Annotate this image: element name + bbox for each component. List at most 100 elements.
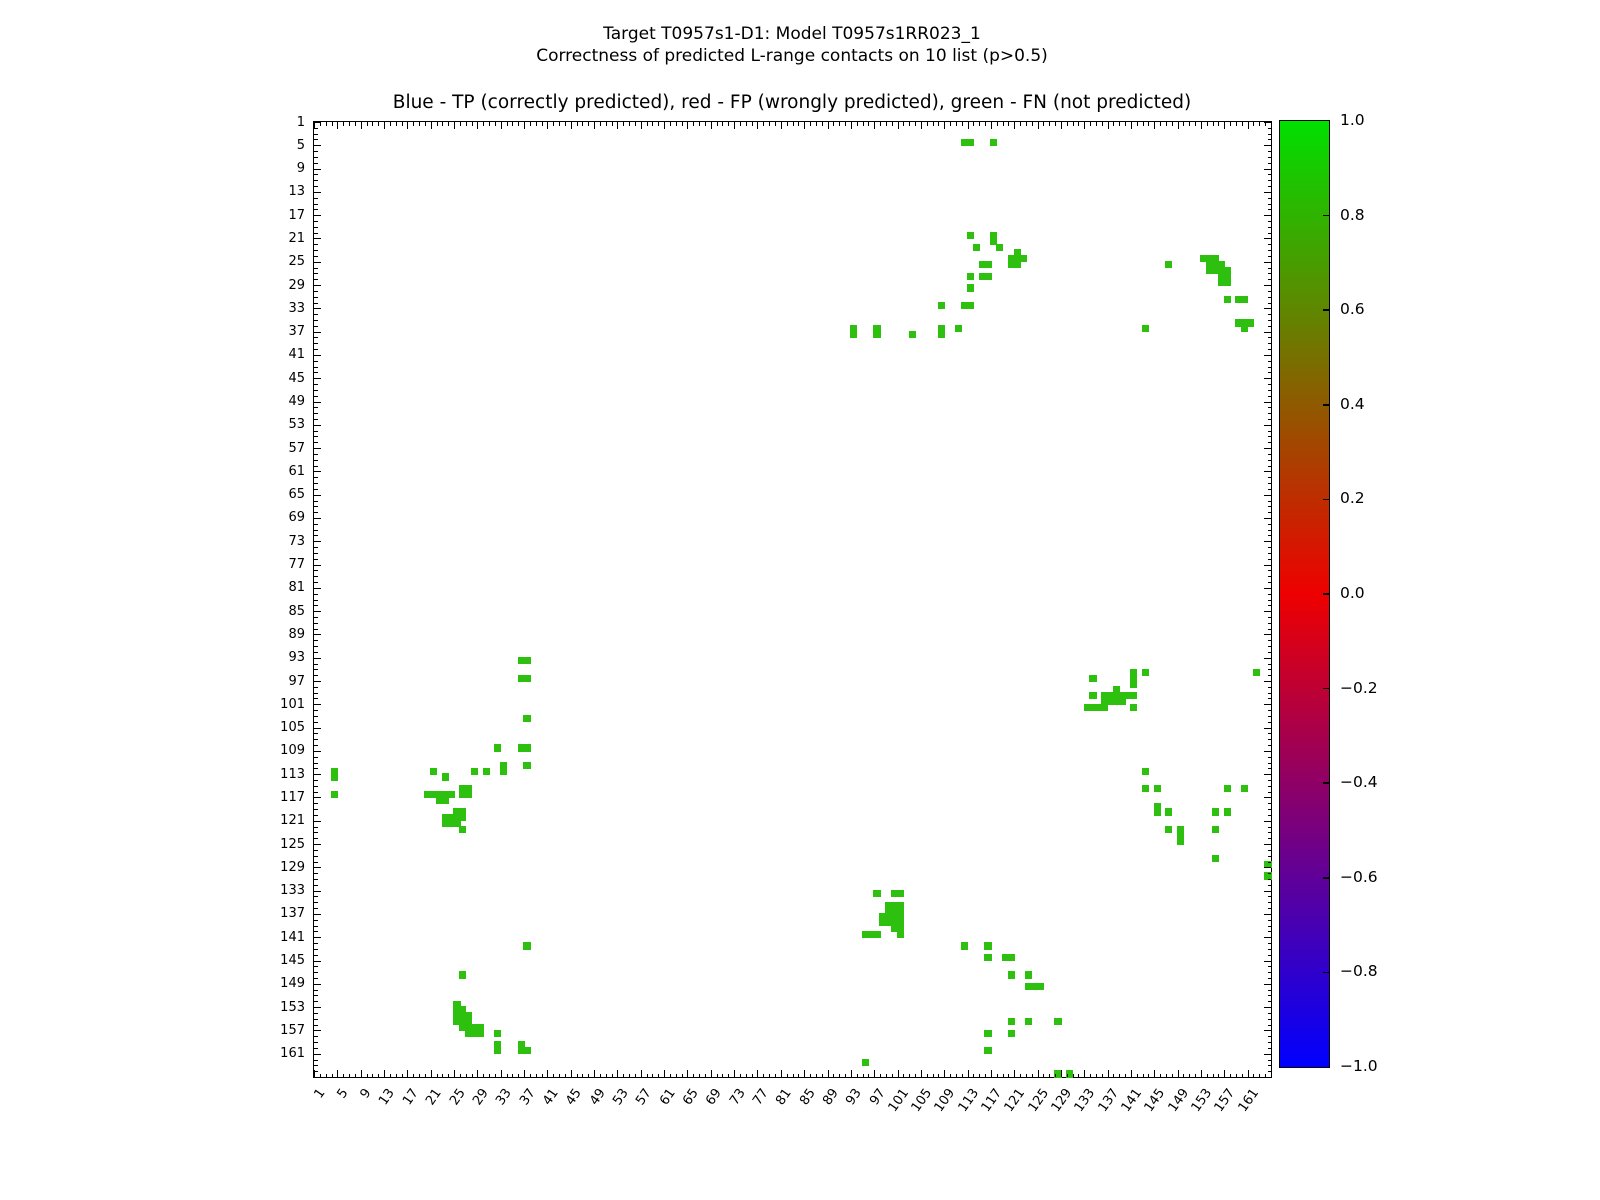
y-tick: [1267, 791, 1271, 793]
x-tick: [588, 1073, 590, 1077]
y-tick: [1267, 1018, 1271, 1020]
fn-contact-cell: [1211, 825, 1220, 834]
x-tick: [1171, 122, 1173, 126]
x-tick: [681, 122, 683, 126]
y-tick: [1264, 354, 1271, 356]
y-tick: [314, 418, 318, 420]
y-tick: [1267, 651, 1271, 653]
x-tick: [973, 1073, 975, 1077]
y-tick: [314, 529, 318, 531]
x-tick: [1253, 122, 1255, 126]
y-tick: [314, 820, 321, 822]
x-tick: [489, 122, 491, 126]
fn-contact-cell: [1007, 1029, 1015, 1037]
y-tick: [314, 838, 318, 840]
y-tick: [314, 267, 318, 269]
x-tick: [401, 1073, 403, 1077]
y-tick: [1264, 1030, 1271, 1032]
y-tick: [1267, 512, 1271, 514]
y-tick: [314, 739, 318, 741]
x-tick: [1090, 1073, 1092, 1077]
x-tick: [1008, 122, 1010, 126]
colorbar-tick: [1323, 782, 1329, 784]
x-tick: [734, 1070, 736, 1077]
y-tick: [314, 139, 318, 141]
y-tick: [314, 692, 318, 694]
fn-contact-cell: [1223, 785, 1231, 793]
x-tick: [1230, 1073, 1232, 1077]
x-tick: [372, 122, 374, 126]
x-tick: [611, 122, 613, 126]
x-tick: [1125, 122, 1127, 126]
y-tick: [314, 867, 321, 869]
x-tick: [623, 1073, 625, 1077]
x-tick: [763, 122, 765, 126]
x-tick: [1271, 1073, 1272, 1077]
y-tick: [314, 675, 318, 677]
x-tick: [1037, 122, 1039, 129]
fn-contact-cell: [990, 138, 998, 146]
x-tick: [547, 1070, 549, 1077]
y-tick: [1267, 721, 1271, 723]
y-tick: [1267, 785, 1271, 787]
x-tick: [378, 1073, 380, 1077]
y-tick: [1267, 255, 1271, 257]
y-tick: [1267, 698, 1271, 700]
x-tick: [967, 1070, 969, 1077]
y-tick: [1267, 156, 1271, 158]
x-tick: [669, 122, 671, 126]
x-tick: [413, 122, 415, 126]
y-tick: [314, 1012, 318, 1014]
y-tick: [1267, 663, 1271, 665]
fn-contact-cell: [966, 231, 975, 240]
x-tick: [553, 122, 555, 126]
y-tick: [1267, 366, 1271, 368]
x-tick-label-text: 133: [1072, 1086, 1099, 1115]
x-tick: [640, 1070, 642, 1077]
y-tick: [314, 232, 318, 234]
x-tick: [1113, 1073, 1115, 1077]
y-tick: [1267, 582, 1271, 584]
x-tick-label-text: 69: [703, 1086, 726, 1109]
x-tick: [839, 122, 841, 126]
y-tick: [314, 1059, 318, 1061]
x-tick: [494, 1073, 496, 1077]
fn-contact-cell: [523, 715, 531, 723]
y-tick: [314, 285, 321, 287]
x-tick: [512, 122, 514, 126]
y-tick: [1267, 343, 1271, 345]
fn-contact-cell: [1141, 767, 1150, 775]
x-tick: [1265, 122, 1267, 126]
x-tick: [1130, 122, 1132, 129]
y-tick-label: 37: [288, 324, 305, 340]
y-tick: [314, 168, 321, 170]
y-tick: [1267, 1024, 1271, 1026]
x-tick: [611, 1073, 613, 1077]
y-tick: [1267, 896, 1271, 898]
x-tick: [909, 122, 911, 126]
x-tick: [459, 122, 461, 126]
x-tick: [564, 1073, 566, 1077]
x-tick: [1008, 1073, 1010, 1077]
x-tick: [518, 1073, 520, 1077]
y-tick-label: 45: [288, 370, 305, 386]
x-tick-label-text: 33: [493, 1086, 516, 1109]
x-tick: [419, 1073, 421, 1077]
x-tick: [576, 1073, 578, 1077]
x-tick: [1043, 1073, 1045, 1077]
colorbar-tick-label: 0.8: [1340, 205, 1365, 224]
y-tick: [314, 1007, 321, 1009]
y-tick: [1267, 931, 1271, 933]
fn-contact-cell: [523, 1047, 531, 1055]
y-tick-label: 137: [280, 906, 305, 922]
x-tick: [786, 122, 788, 126]
y-tick-label: 9: [296, 161, 305, 177]
y-tick: [1264, 494, 1271, 496]
y-tick: [314, 552, 318, 554]
fn-contact-cell: [1217, 278, 1231, 286]
x-tick: [559, 122, 561, 126]
x-tick-label-text: 17: [399, 1086, 422, 1109]
y-tick: [1267, 692, 1271, 694]
x-tick: [751, 1073, 753, 1077]
y-tick-label: 117: [280, 789, 305, 805]
